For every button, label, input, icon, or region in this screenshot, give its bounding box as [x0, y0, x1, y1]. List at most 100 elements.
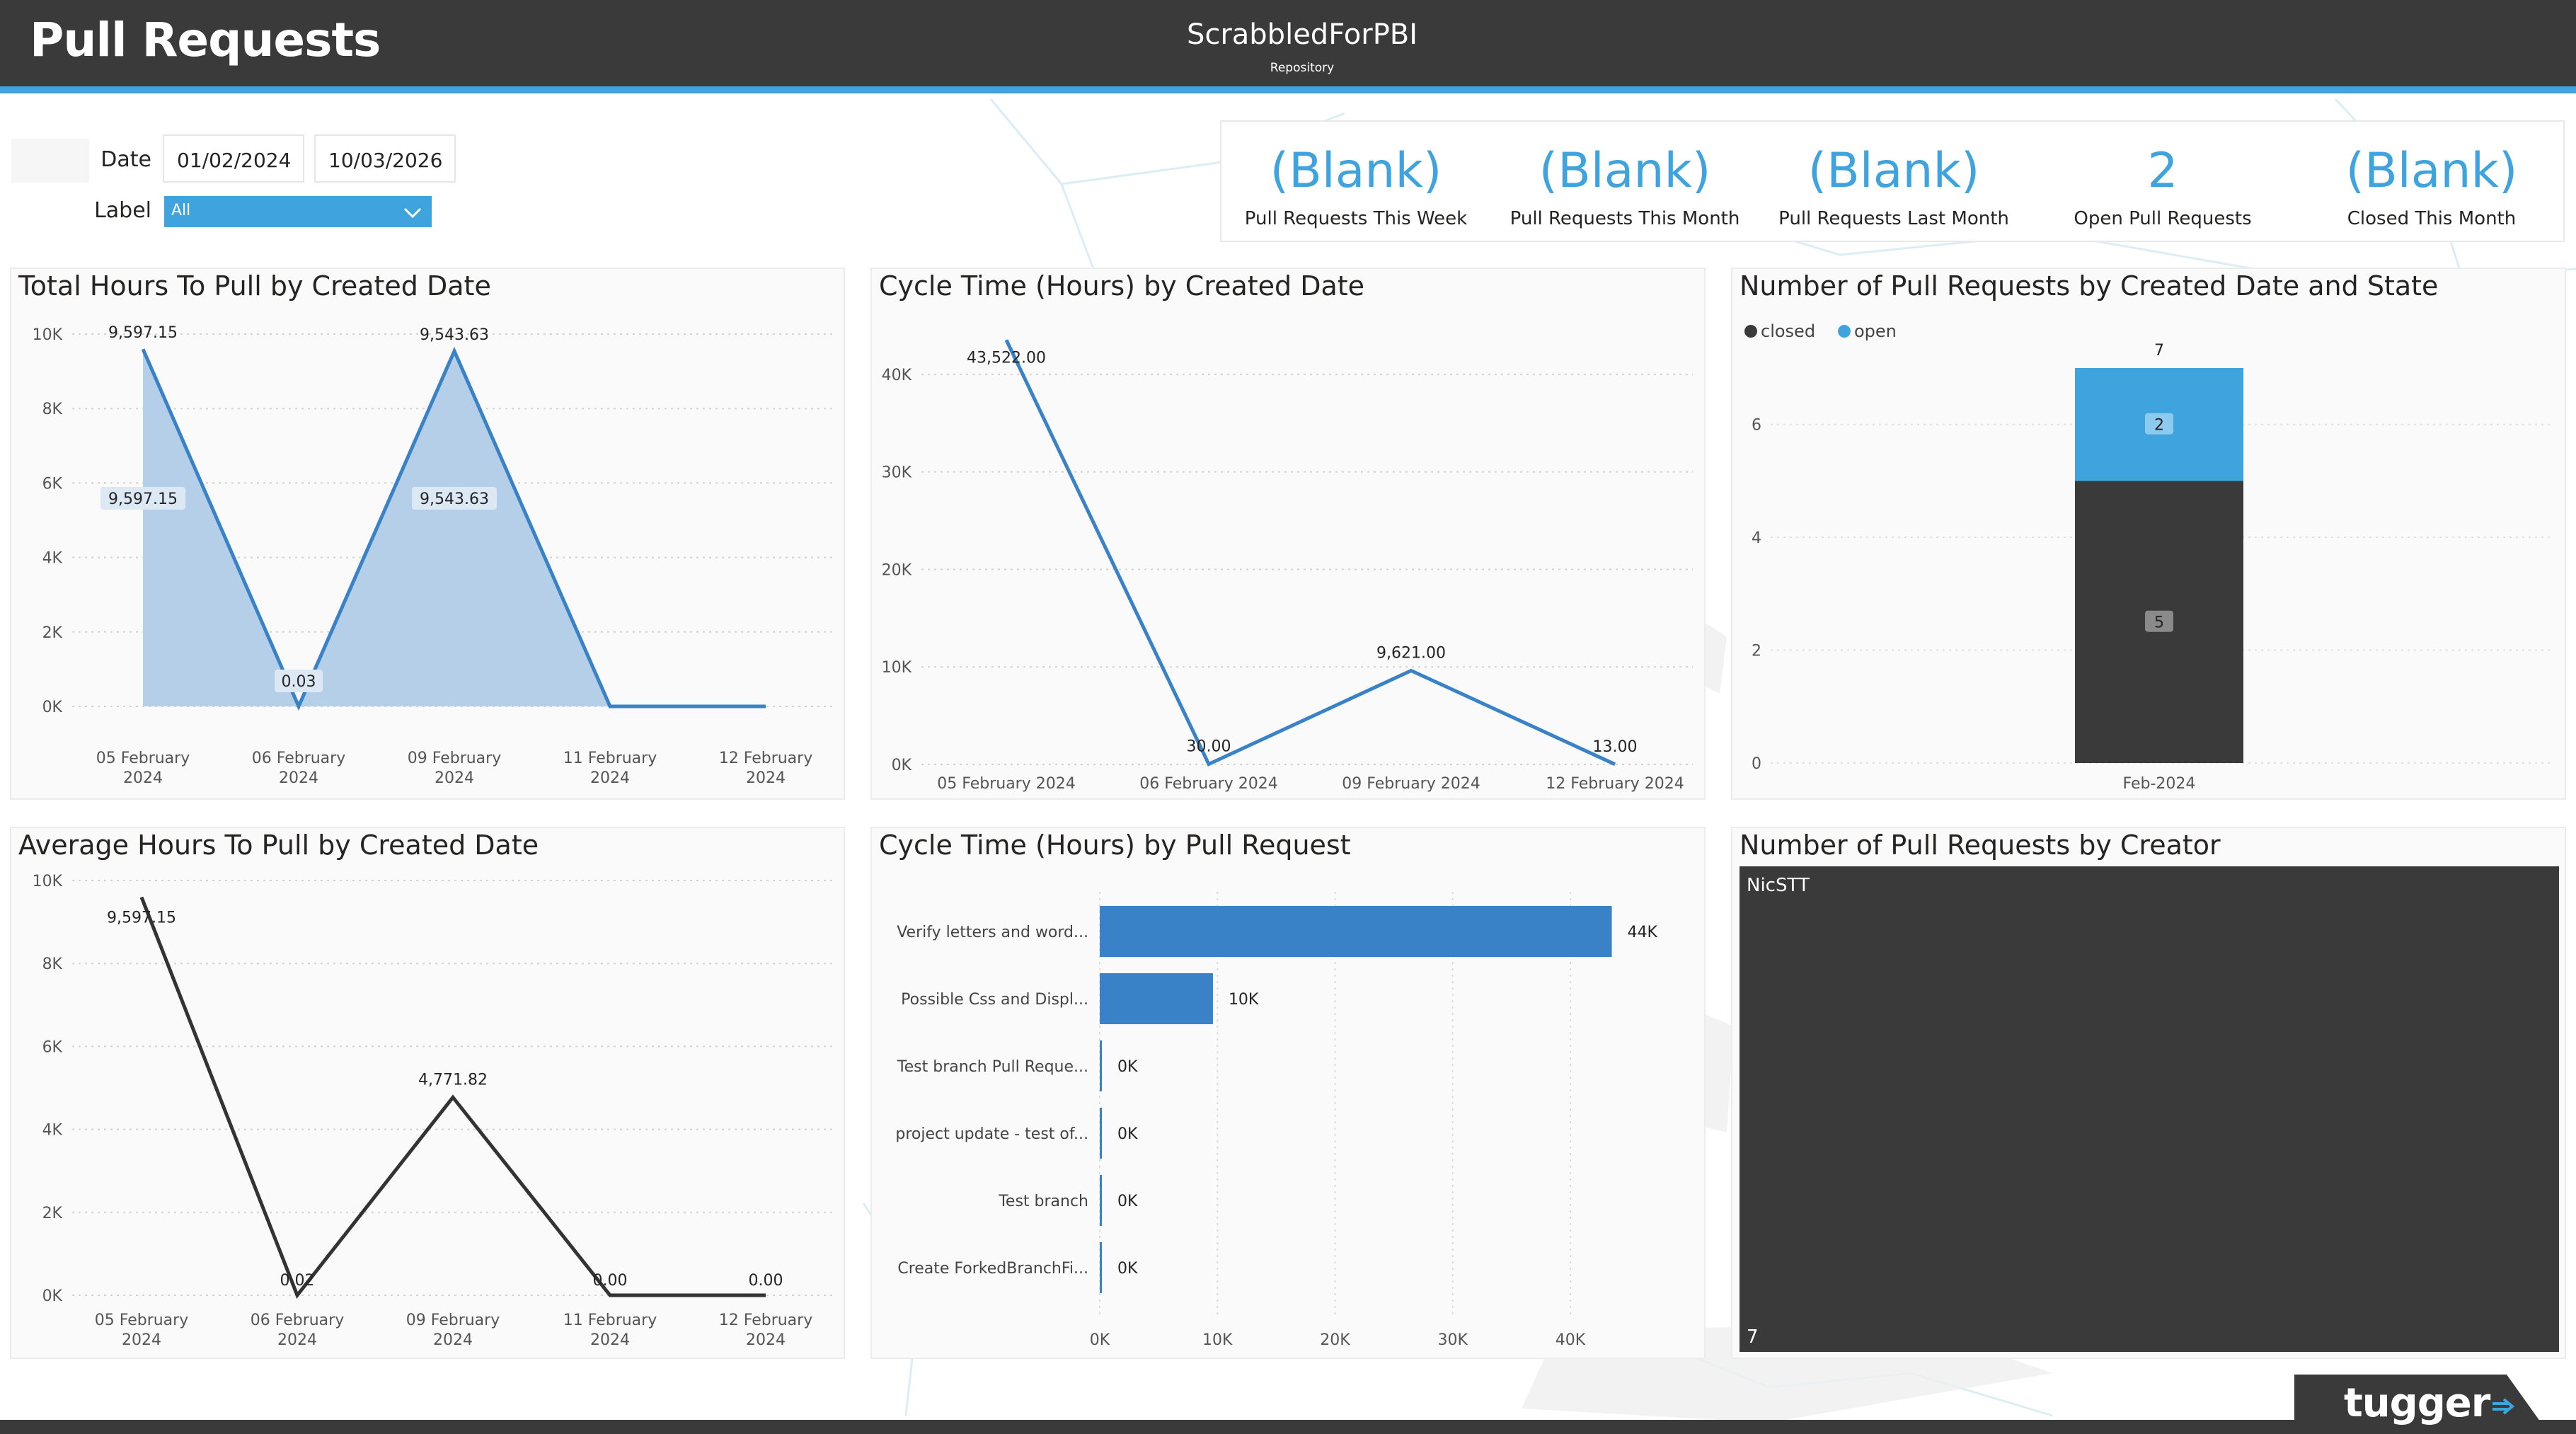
y-tick-label: project update - test of... [895, 1125, 1088, 1143]
label-dropdown[interactable]: All [164, 196, 432, 227]
x-tick-label: 2024 [433, 1331, 473, 1349]
segment-label: 5 [2154, 614, 2164, 632]
x-tick-label: 10K [1202, 1331, 1233, 1349]
y-tick-label: 0K [892, 757, 912, 774]
total-hours-chart: 0K 2K 4K 6K 8K 10K 9,597.15 9,543.63 9,597.15 0.0… [33, 324, 832, 787]
data-label: 44K [1628, 924, 1658, 941]
x-tick-label: 05 February [95, 1312, 188, 1329]
cycle-time-date-chart: 0K 10K 20K 30K 40K 43,522.00 30.00 9,621.00 13.0… [882, 339, 1693, 793]
panel-title: Total Hours To Pull by Created Date [18, 270, 491, 302]
data-label-bg [100, 487, 185, 510]
slicer-background [11, 139, 89, 183]
x-tick-label: 2024 [435, 769, 474, 787]
panel-title: Cycle Time (Hours) by Created Date [879, 270, 1365, 302]
panel-title: Average Hours To Pull by Created Date [18, 830, 539, 861]
arrow-icon [2492, 1398, 2515, 1415]
treemap-tile[interactable]: NicSTT 7 [1740, 866, 2559, 1352]
legend-label: closed [1761, 321, 1815, 341]
x-tick-label: 06 February [251, 1312, 344, 1329]
y-tick-label: 2K [42, 1205, 63, 1222]
y-tick-label: 0K [42, 699, 63, 716]
date-to-input[interactable]: 10/03/2026 [314, 134, 456, 183]
kpi-card-open: 2 Open Pull Requests [2028, 122, 2297, 243]
data-label-bg [412, 487, 497, 510]
treemap-value: 7 [1747, 1326, 1759, 1348]
y-tick-label: 6K [42, 1038, 63, 1056]
x-tick-label: 2024 [590, 769, 630, 787]
y-tick-label: 4 [1752, 529, 1761, 547]
x-tick-label: 20K [1320, 1331, 1350, 1349]
data-label: 0K [1117, 1125, 1138, 1143]
x-tick-label: 05 February 2024 [937, 775, 1075, 793]
panel-total-hours[interactable]: Total Hours To Pull by Created Date 0K 2K… [10, 268, 845, 800]
total-label: 7 [2154, 342, 2164, 360]
logo-tab [2294, 1375, 2549, 1434]
bar [1100, 973, 1213, 1024]
x-tick-label: 30K [1438, 1331, 1468, 1349]
series-line [139, 896, 766, 1299]
data-label: 9,543.63 [420, 326, 489, 344]
x-tick-label: 2024 [277, 1331, 317, 1349]
panel-count-state[interactable]: Number of Pull Requests by Created Date … [1731, 268, 2566, 800]
x-tick-label: 09 February 2024 [1342, 775, 1480, 793]
data-label: 0.00 [749, 1272, 783, 1290]
data-label: 0.00 [593, 1272, 628, 1290]
tugger-logo[interactable]: tugger [2344, 1380, 2518, 1426]
footer-bar [0, 1420, 2576, 1434]
segment-label-bg [2145, 610, 2173, 632]
y-tick-label: 6 [1752, 417, 1761, 435]
cycle-time-pr-chart: 0K 10K 20K 30K 40K Verify letters and word...… [895, 892, 1658, 1349]
panel-avg-hours[interactable]: Average Hours To Pull by Created Date 0K… [10, 827, 845, 1359]
x-tick-label: 2024 [279, 769, 318, 787]
data-label: 0.02 [280, 1272, 315, 1290]
y-tick-label: 10K [33, 873, 63, 890]
kpi-label: Pull Requests Last Month [1778, 208, 2009, 229]
data-label: 9,597.15 [108, 324, 178, 342]
x-tick-label: 0K [1090, 1331, 1110, 1349]
segment-label-bg [2145, 413, 2173, 435]
repository-name: ScrabbledForPBI [1186, 18, 1418, 51]
x-tick-label: 12 February [719, 1312, 812, 1329]
header-bar: Pull Requests ScrabbledForPBI Repository [0, 0, 2576, 86]
chevron-down-icon [403, 207, 422, 219]
legend-marker [1838, 325, 1851, 338]
panel-cycle-time-pr[interactable]: Cycle Time (Hours) by Pull Request 0K 10K… [870, 827, 1706, 1359]
y-tick-label: Test branch [998, 1193, 1088, 1210]
y-tick-label: Create ForkedBranchFi... [897, 1260, 1088, 1278]
x-tick-label: 2024 [122, 1331, 161, 1349]
y-tick-label: 20K [882, 561, 912, 579]
data-label: 10K [1229, 991, 1259, 1009]
count-state-chart: 0 2 4 6 closed open 5 2 7 Feb-2024 [1744, 321, 2553, 793]
kpi-value: (Blank) [2345, 143, 2518, 199]
y-tick-label: Verify letters and word... [897, 924, 1088, 941]
panel-title: Cycle Time (Hours) by Pull Request [879, 830, 1351, 861]
x-tick-label: 2024 [746, 1331, 786, 1349]
kpi-card-closed-month: (Blank) Closed This Month [2297, 122, 2566, 243]
data-label: 13.00 [1593, 738, 1638, 756]
legend-label: open [1854, 321, 1897, 341]
kpi-label: Open Pull Requests [2074, 208, 2252, 229]
data-label: 0K [1117, 1193, 1138, 1210]
data-label: 30.00 [1187, 738, 1231, 756]
data-label-bg [275, 670, 323, 692]
x-tick-label: 40K [1556, 1331, 1586, 1349]
date-from-input[interactable]: 01/02/2024 [163, 134, 304, 183]
x-tick-label: 06 February [252, 750, 345, 767]
panel-cycle-time-date[interactable]: Cycle Time (Hours) by Created Date 0K 10K… [870, 268, 1706, 800]
segment-label: 2 [2154, 417, 2164, 435]
y-tick-label: 10K [33, 326, 63, 344]
area-fill [143, 349, 766, 706]
panel-title: Number of Pull Requests by Created Date … [1740, 270, 2439, 302]
y-tick-label: 0 [1752, 755, 1761, 773]
kpi-value: (Blank) [1539, 143, 1711, 199]
x-tick-label: 2024 [123, 769, 163, 787]
x-tick-label: 09 February [408, 750, 501, 767]
treemap-label: NicSTT [1747, 875, 1810, 896]
series-line [1004, 339, 1616, 767]
date-filter-label: Date [100, 147, 151, 172]
avg-hours-chart: 0K 2K 4K 6K 8K 10K 9,597.15 0.02 4,771.82 0.00 0.0… [33, 873, 832, 1349]
kpi-label: Pull Requests This Month [1510, 208, 1740, 229]
repository-caption: Repository [1270, 61, 1335, 75]
y-tick-label: 8K [42, 956, 63, 973]
x-tick-label: 12 February [719, 750, 812, 767]
